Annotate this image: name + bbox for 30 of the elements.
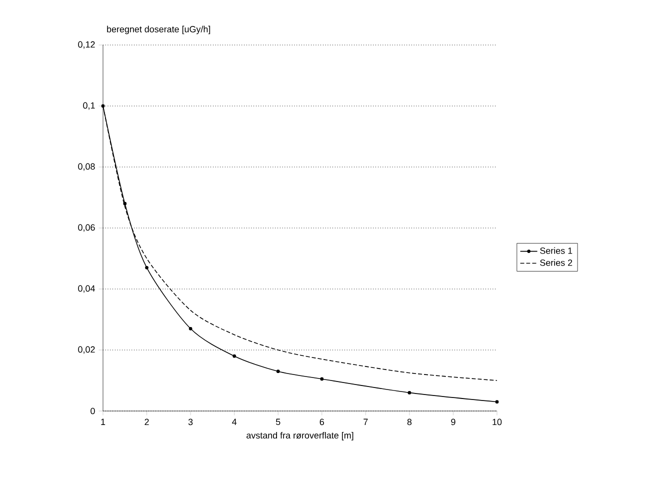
x-tick-label: 7 <box>364 418 368 425</box>
point <box>232 354 236 358</box>
y-tick-label: 0,04 <box>78 285 95 293</box>
x-axis-title: avstand fra røroverflate [m] <box>246 432 354 440</box>
x-tick-label: 9 <box>451 418 456 426</box>
x-tick-label: 4 <box>232 418 237 425</box>
y-tick-label: 0,1 <box>83 102 95 110</box>
y-tick-label: 0,02 <box>78 346 95 354</box>
point <box>188 326 192 330</box>
y-tick-label: 0 <box>90 408 95 414</box>
y-axis-title: beregnet doserate [uGy/h] <box>107 26 210 34</box>
x-tick-label: 5 <box>276 418 280 426</box>
legend-label: Series 2 <box>540 259 572 266</box>
x-tick-label: 10 <box>492 418 502 426</box>
x-tick-label: 2 <box>144 418 149 426</box>
y-tick-label: 0,12 <box>78 41 95 49</box>
point <box>145 266 148 270</box>
x-tick-label: 6 <box>320 418 324 426</box>
legend-label: Series 1 <box>540 247 572 254</box>
y-tick-label: 0,08 <box>78 163 95 171</box>
x-tick-label: 1 <box>101 418 106 425</box>
point <box>276 370 280 374</box>
x-tick-label: 3 <box>188 418 193 426</box>
x-tick-label: 8 <box>407 418 412 426</box>
y-tick-label: 0,06 <box>78 224 95 232</box>
point <box>495 400 499 404</box>
point <box>408 391 412 394</box>
point <box>123 202 127 206</box>
point <box>101 104 105 108</box>
point <box>320 377 324 381</box>
